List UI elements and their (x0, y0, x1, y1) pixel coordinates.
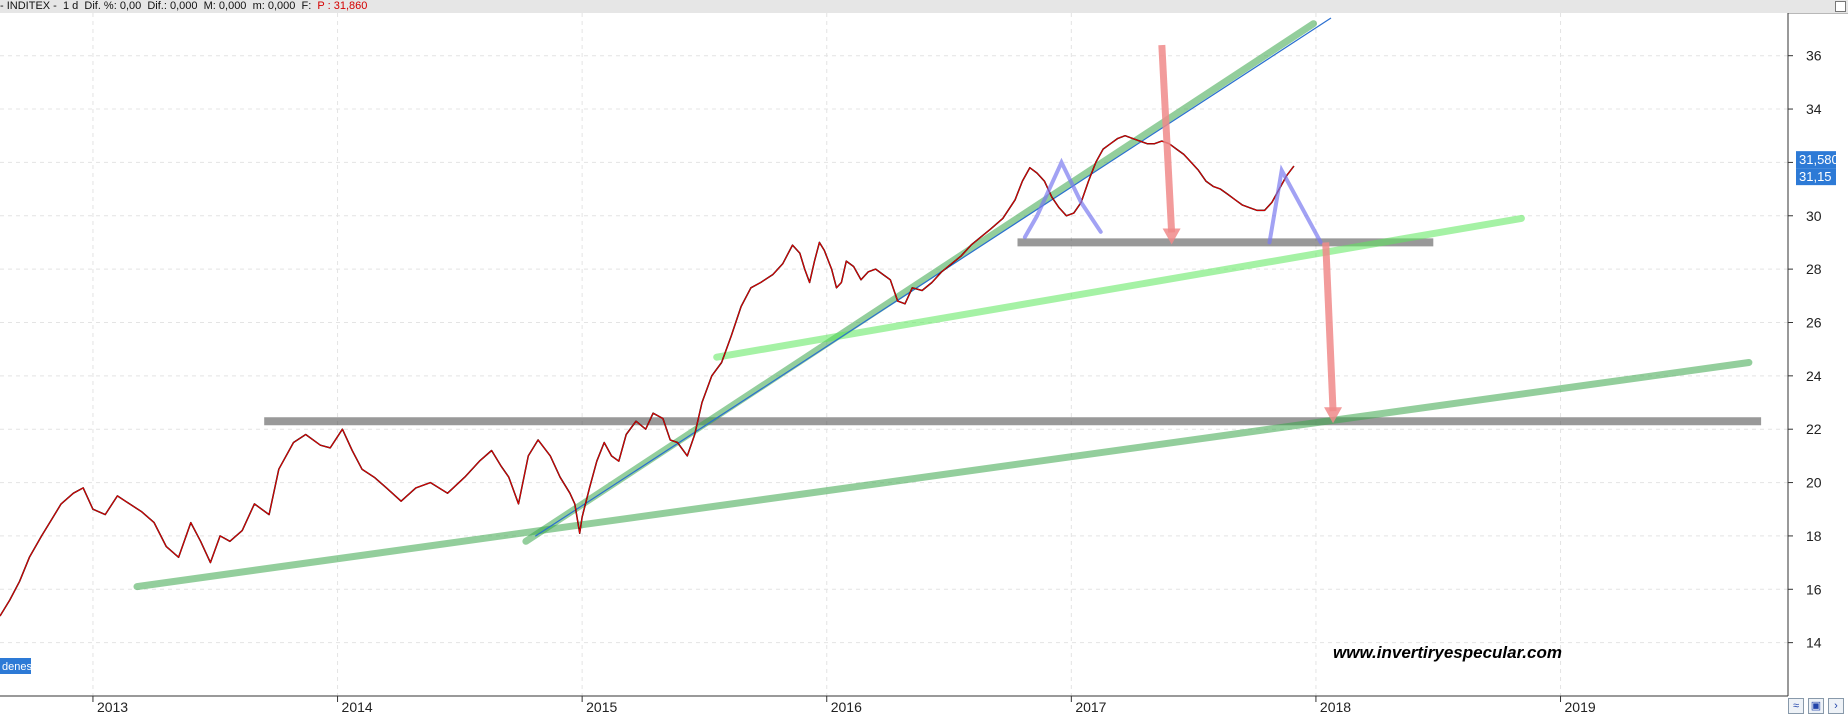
plot-area (0, 13, 1788, 696)
save-icon[interactable]: ▣ (1808, 698, 1824, 714)
trend-line (535, 17, 1332, 537)
price-label-text: 31,15 (1799, 169, 1832, 184)
target-arrow-head (1162, 228, 1181, 245)
f-label: F: (301, 0, 312, 12)
y-tick-label: 14 (1806, 635, 1822, 651)
x-tick-label: 2016 (831, 699, 862, 715)
price-labels: 31,580 31,15 denes www.invertiryespecular.c… (0, 151, 1839, 674)
trend-line (713, 214, 1525, 361)
y-tick-label: 24 (1806, 368, 1822, 384)
y-tick-label: 18 (1806, 528, 1822, 544)
price-label-text: 31,580 (1799, 152, 1839, 167)
corner-label-box (0, 658, 31, 674)
series (0, 134, 1295, 617)
y-tick-label: 16 (1806, 581, 1822, 597)
y-tick-label: 28 (1806, 261, 1822, 277)
x-tick-label: 2013 (97, 699, 128, 715)
pattern-line (1267, 164, 1323, 245)
price-chart[interactable]: 1416182022242628303234362013201420152016… (0, 13, 1848, 715)
last-price: P : 31,860 (317, 0, 368, 12)
price-label-box (1796, 168, 1836, 186)
target-arrow-shaft (1158, 44, 1176, 233)
x-tick-label: 2014 (342, 699, 373, 715)
pattern-line (1022, 157, 1103, 240)
trend-line (522, 20, 1317, 545)
chart-header-bar: - INDITEX - 1 d Dif. %: 0,00 Dif.: 0,000… (0, 0, 1848, 14)
trend-line (133, 359, 1753, 591)
grid (0, 13, 1788, 696)
x-tick-label: 2019 (1565, 699, 1596, 715)
max-value: M: 0,000 (203, 0, 247, 12)
y-tick-label: 36 (1806, 48, 1822, 64)
target-arrow-shaft (1322, 242, 1337, 412)
y-tick-label: 26 (1806, 314, 1822, 330)
y-tick-label: 30 (1806, 208, 1822, 224)
target-arrow-head (1324, 407, 1343, 424)
x-tick-label: 2018 (1320, 699, 1351, 715)
change-percent: Dif. %: 0,00 (84, 0, 142, 12)
min-value: m: 0,000 (252, 0, 296, 12)
x-tick-label: 2015 (586, 699, 617, 715)
price-label-box (1796, 151, 1836, 169)
y-tick-label: 20 (1806, 475, 1822, 491)
window-control-icon[interactable] (1835, 1, 1846, 12)
x-tick-label: 2017 (1075, 699, 1106, 715)
wave-icon[interactable]: ≈ (1788, 698, 1804, 714)
watermark-text: www.invertiryespecular.com (1333, 643, 1562, 662)
y-tick-label: 34 (1806, 101, 1822, 117)
instrument-label: - INDITEX - 1 d (0, 0, 79, 12)
change-value: Dif.: 0,000 (147, 0, 198, 12)
moving-average-line (0, 135, 1295, 617)
y-tick-label: 22 (1806, 421, 1822, 437)
corner-label: denes (2, 661, 32, 673)
annotations (133, 17, 1762, 591)
scroll-right-icon[interactable]: › (1828, 698, 1844, 714)
annotations-overlay (1022, 44, 1343, 424)
